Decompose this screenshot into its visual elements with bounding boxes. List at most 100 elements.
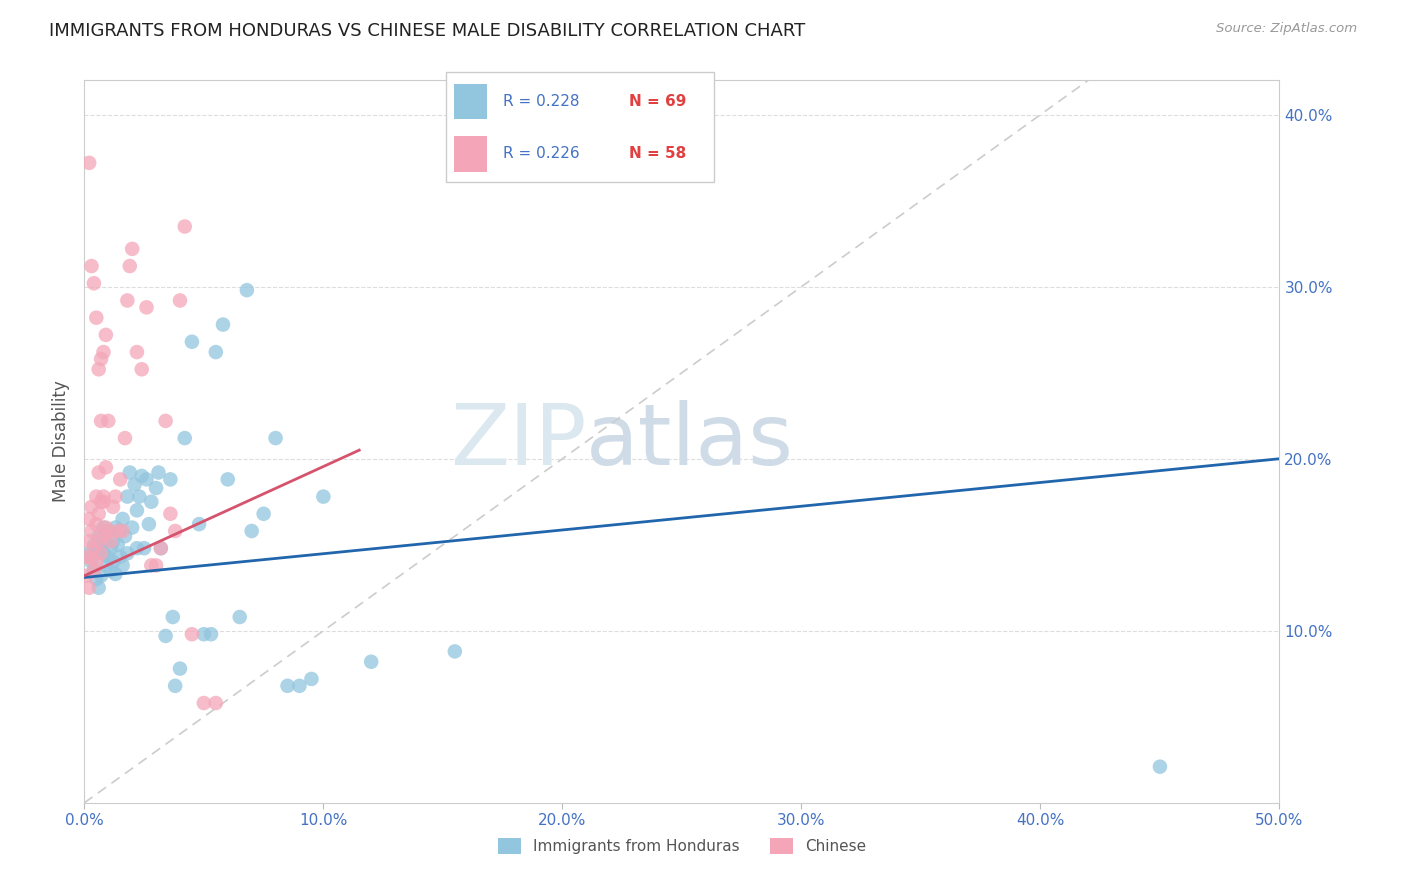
Point bbox=[101, 534, 124, 549]
Point bbox=[87, 466, 110, 480]
Point bbox=[155, 414, 177, 428]
Text: R = 0.228: R = 0.228 bbox=[503, 94, 579, 109]
Point bbox=[148, 466, 170, 480]
Point bbox=[240, 524, 263, 538]
Point bbox=[138, 517, 160, 532]
Point bbox=[114, 529, 136, 543]
Point bbox=[101, 500, 124, 514]
Text: IMMIGRANTS FROM HONDURAS VS CHINESE MALE DISABILITY CORRELATION CHART: IMMIGRANTS FROM HONDURAS VS CHINESE MALE… bbox=[49, 22, 806, 40]
Point bbox=[86, 572, 108, 586]
Point bbox=[229, 610, 252, 624]
Point bbox=[77, 156, 100, 170]
Point bbox=[94, 534, 117, 549]
Point bbox=[111, 512, 134, 526]
Point bbox=[76, 568, 98, 582]
Point bbox=[86, 490, 108, 504]
Point bbox=[131, 469, 153, 483]
Point bbox=[80, 259, 103, 273]
Point bbox=[117, 293, 139, 308]
Point bbox=[128, 490, 150, 504]
Point bbox=[444, 644, 467, 658]
Point bbox=[141, 558, 163, 573]
Point bbox=[288, 679, 311, 693]
Point bbox=[125, 503, 148, 517]
Point bbox=[360, 655, 382, 669]
Point bbox=[132, 541, 156, 556]
Point bbox=[90, 546, 112, 560]
Text: ZIP: ZIP bbox=[450, 400, 586, 483]
Point bbox=[159, 507, 181, 521]
Point bbox=[217, 472, 239, 486]
Point bbox=[145, 481, 167, 495]
Point bbox=[94, 327, 117, 342]
Point bbox=[104, 520, 127, 534]
Point bbox=[97, 524, 120, 538]
Point bbox=[101, 555, 124, 569]
Point bbox=[107, 524, 129, 538]
Point bbox=[80, 555, 103, 569]
Point bbox=[111, 558, 134, 573]
Text: R = 0.226: R = 0.226 bbox=[503, 146, 579, 161]
Point bbox=[121, 520, 143, 534]
Point bbox=[121, 242, 143, 256]
Point bbox=[90, 541, 112, 556]
Point bbox=[236, 283, 259, 297]
Point bbox=[205, 696, 228, 710]
Point bbox=[77, 512, 100, 526]
Point bbox=[110, 549, 132, 564]
Point bbox=[93, 490, 115, 504]
Point bbox=[141, 494, 163, 508]
Point bbox=[97, 414, 120, 428]
Point bbox=[83, 541, 105, 556]
Point bbox=[149, 541, 172, 556]
Point bbox=[86, 310, 108, 325]
Point bbox=[135, 301, 157, 315]
Point bbox=[86, 546, 108, 560]
Text: N = 69: N = 69 bbox=[630, 94, 686, 109]
Point bbox=[77, 546, 100, 560]
Point bbox=[93, 529, 115, 543]
Point bbox=[162, 610, 184, 624]
Point bbox=[97, 549, 120, 564]
Point bbox=[181, 627, 204, 641]
Point bbox=[253, 507, 276, 521]
Point bbox=[80, 500, 103, 514]
Text: Source: ZipAtlas.com: Source: ZipAtlas.com bbox=[1216, 22, 1357, 36]
Point bbox=[135, 472, 157, 486]
Point bbox=[173, 431, 195, 445]
Point bbox=[83, 538, 105, 552]
Point bbox=[159, 472, 181, 486]
Point bbox=[90, 414, 112, 428]
FancyBboxPatch shape bbox=[446, 72, 714, 182]
Point bbox=[165, 679, 187, 693]
Point bbox=[264, 431, 287, 445]
Point bbox=[131, 362, 153, 376]
Point bbox=[94, 460, 117, 475]
Point bbox=[87, 581, 110, 595]
Point bbox=[117, 546, 139, 560]
Point bbox=[212, 318, 235, 332]
Point bbox=[87, 507, 110, 521]
Point bbox=[117, 490, 139, 504]
Point bbox=[83, 564, 105, 578]
Point bbox=[114, 431, 136, 445]
FancyBboxPatch shape bbox=[454, 136, 486, 171]
Point bbox=[169, 293, 191, 308]
Point bbox=[312, 490, 335, 504]
Point bbox=[165, 524, 187, 538]
Point bbox=[169, 662, 191, 676]
Point bbox=[86, 555, 108, 569]
Text: atlas: atlas bbox=[586, 400, 794, 483]
Point bbox=[124, 477, 146, 491]
Point bbox=[200, 627, 222, 641]
Point bbox=[77, 534, 100, 549]
Legend: Immigrants from Honduras, Chinese: Immigrants from Honduras, Chinese bbox=[492, 832, 872, 860]
Point bbox=[188, 517, 211, 532]
Point bbox=[155, 629, 177, 643]
Point bbox=[125, 541, 148, 556]
Point bbox=[149, 541, 172, 556]
Point bbox=[110, 472, 132, 486]
Point bbox=[93, 546, 115, 560]
Point bbox=[94, 520, 117, 534]
Point bbox=[193, 627, 215, 641]
